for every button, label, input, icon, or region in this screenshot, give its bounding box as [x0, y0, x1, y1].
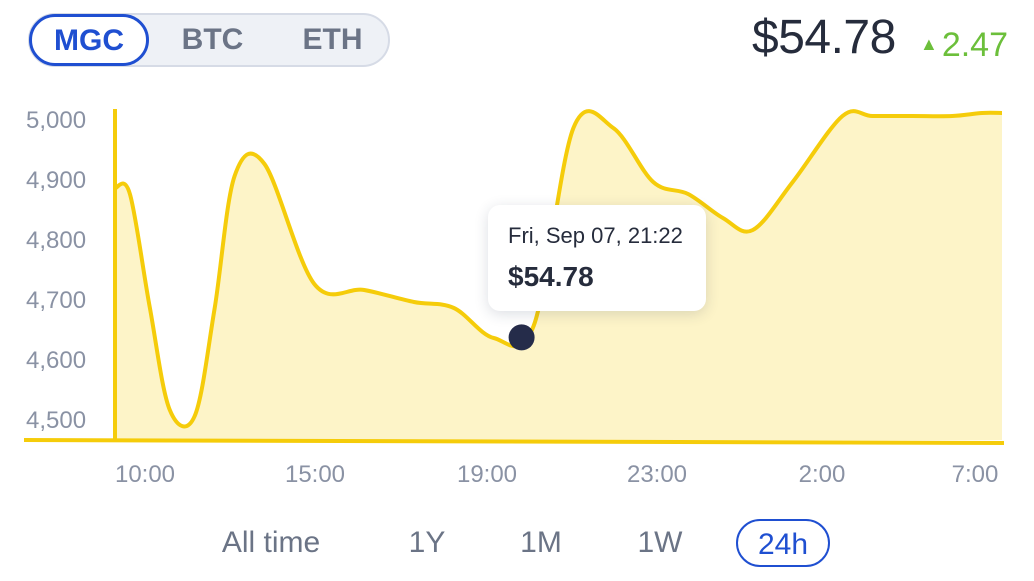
tooltip-value: $54.78	[508, 261, 594, 292]
x-tick-label: 23:00	[626, 461, 688, 488]
chart-tooltip: Fri, Sep 07, 21:22 $54.78	[488, 205, 706, 311]
coin-tab-mgc[interactable]: MGC	[29, 14, 149, 66]
tooltip-date: Fri, Sep 07, 21:22	[508, 223, 683, 248]
range-1m[interactable]: 1M	[520, 526, 562, 559]
current-price: $54.78	[752, 11, 896, 64]
y-tick-label: 4,800	[26, 227, 87, 254]
range-all-time[interactable]: All time	[221, 526, 321, 559]
highlight-point[interactable]	[508, 324, 535, 351]
x-tick-label: 19:00	[456, 461, 518, 488]
up-arrow-icon: ▲	[920, 34, 938, 54]
y-tick-label: 4,700	[26, 287, 87, 314]
y-tick-label: 5,000	[26, 107, 87, 134]
coin-tab-eth[interactable]: ETH	[302, 23, 363, 56]
coin-tab-btc[interactable]: BTC	[181, 23, 244, 56]
x-axis-line	[23, 438, 1005, 445]
y-tick-label: 4,500	[26, 407, 87, 434]
range-1w[interactable]: 1W	[637, 526, 683, 559]
coin-selector: MGC BTC ETH	[28, 13, 390, 67]
y-tick-label: 4,900	[26, 167, 87, 194]
range-1y[interactable]: 1Y	[408, 526, 446, 559]
price-change-value: 2.47	[941, 26, 1009, 64]
x-tick-label: 2:00	[798, 461, 846, 488]
y-tick-label: 4,600	[26, 347, 87, 374]
range-24h[interactable]: 24h	[736, 519, 830, 567]
x-tick-label: 15:00	[284, 461, 346, 488]
x-tick-label: 7:00	[951, 461, 999, 488]
x-tick-label: 10:00	[114, 461, 176, 488]
price-change: ▲ 2.47	[920, 26, 1008, 65]
